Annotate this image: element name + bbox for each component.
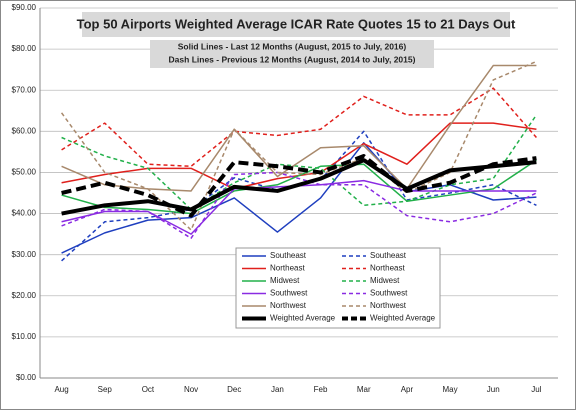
series-line <box>61 171 537 239</box>
legend <box>235 247 441 329</box>
grid: $0.00 $10.00 $20.00 $30.00 $40.00 $50.00 $60.0… <box>12 3 558 394</box>
x-tick-label: Mar <box>357 385 371 394</box>
legend-label: Northeast <box>270 264 305 273</box>
x-tick-label: Aug <box>54 385 68 394</box>
y-tick-label: $70.00 <box>12 85 37 94</box>
x-tick-label: Jun <box>487 385 500 394</box>
series-line <box>61 159 537 215</box>
y-tick-label: $60.00 <box>12 126 37 135</box>
legend-label: Southeast <box>270 251 307 260</box>
title-box <box>82 12 510 37</box>
legend-label: Northwest <box>370 301 407 310</box>
y-tick-label: $90.00 <box>12 3 37 12</box>
legend-label: Weighted Average <box>370 314 436 323</box>
x-tick-label: Jan <box>271 385 284 394</box>
y-tick-label: $20.00 <box>12 291 37 300</box>
x-tick-label: Nov <box>184 385 198 394</box>
y-tick-label: $50.00 <box>12 168 37 177</box>
y-tick-label: $40.00 <box>12 209 37 218</box>
x-tick-label: Oct <box>142 385 155 394</box>
x-tick-label: Sep <box>98 385 113 394</box>
x-tick-label: Apr <box>401 385 414 394</box>
subtitle: Dash Lines - Previous 12 Months (August,… <box>169 54 416 64</box>
legend-label: Midwest <box>270 276 300 285</box>
series-line <box>61 154 537 218</box>
x-tick-label: Dec <box>227 385 241 394</box>
legend-label: Southeast <box>370 251 407 260</box>
y-tick-label: $10.00 <box>12 332 37 341</box>
x-tick-label: May <box>443 385 458 394</box>
subtitle: Solid Lines - Last 12 Months (August, 20… <box>178 41 407 51</box>
legend-label: Southwest <box>370 289 408 298</box>
legend-label: Northeast <box>370 264 405 273</box>
legend-items: Southeast Southeast Northeast Northeast Midw… <box>242 251 436 323</box>
y-tick-label: $80.00 <box>12 44 37 53</box>
subtitle-box <box>150 40 434 68</box>
y-tick-label: $30.00 <box>12 250 37 259</box>
series-line <box>61 142 537 254</box>
x-tick-label: Feb <box>314 385 328 394</box>
legend-label: Northwest <box>270 301 307 310</box>
series-line <box>61 87 537 168</box>
series-line <box>61 114 538 211</box>
chart-title: Top 50 Airports Weighted Average ICAR Ra… <box>77 16 516 31</box>
series-line <box>61 64 537 192</box>
y-tick-label: $0.00 <box>16 373 37 382</box>
series-line <box>61 158 537 216</box>
x-tick-label: Jul <box>531 385 541 394</box>
lines <box>60 60 538 262</box>
legend-label: Midwest <box>370 276 400 285</box>
legend-label: Southwest <box>270 289 308 298</box>
series-line <box>60 60 537 231</box>
legend-label: Weighted Average <box>270 314 336 323</box>
